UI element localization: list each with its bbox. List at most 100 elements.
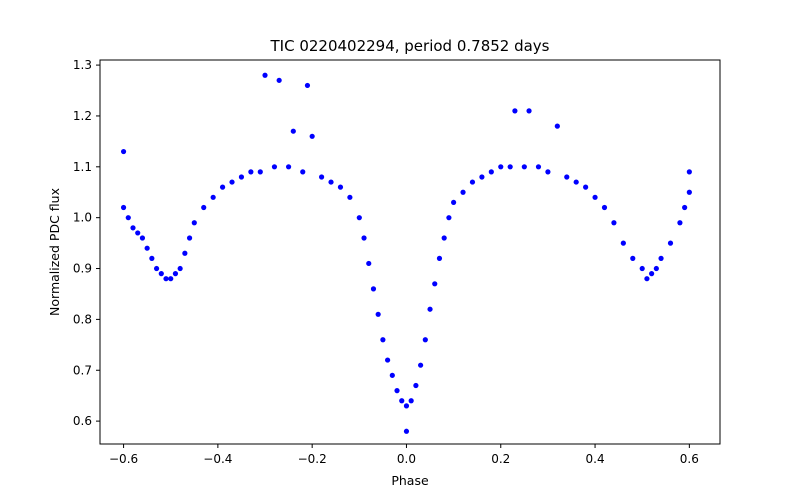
data-point bbox=[120, 204, 127, 211]
data-point bbox=[479, 174, 485, 180]
plot-frame bbox=[99, 59, 721, 445]
data-point bbox=[667, 240, 674, 246]
data-point bbox=[630, 255, 636, 261]
data-point bbox=[177, 265, 183, 272]
data-point bbox=[592, 194, 598, 200]
data-point bbox=[276, 77, 282, 83]
data-point bbox=[219, 184, 226, 190]
data-point bbox=[686, 169, 692, 175]
data-point bbox=[257, 169, 263, 175]
data-point bbox=[229, 179, 235, 185]
data-point bbox=[677, 220, 683, 226]
data-point bbox=[366, 260, 372, 267]
data-point bbox=[432, 281, 438, 287]
data-point bbox=[337, 184, 344, 190]
data-point bbox=[418, 362, 424, 368]
chart-title: TIC 0220402294, period 0.7852 days bbox=[269, 37, 549, 55]
y-tick-label: 1.0 bbox=[73, 211, 92, 225]
data-point bbox=[611, 220, 617, 226]
data-point bbox=[403, 403, 410, 409]
data-point bbox=[186, 235, 193, 241]
data-point bbox=[304, 82, 311, 89]
data-point bbox=[512, 108, 518, 114]
data-point bbox=[158, 271, 164, 277]
data-point bbox=[545, 169, 551, 175]
data-point bbox=[649, 271, 655, 277]
data-point bbox=[210, 194, 216, 200]
data-point bbox=[309, 133, 315, 139]
data-point bbox=[460, 189, 466, 195]
data-point bbox=[347, 194, 353, 200]
data-point bbox=[120, 148, 127, 155]
data-point bbox=[403, 428, 410, 434]
y-tick-label: 1.1 bbox=[73, 160, 92, 174]
data-point bbox=[507, 164, 513, 170]
data-point bbox=[488, 169, 494, 175]
data-point bbox=[248, 169, 254, 175]
data-point bbox=[130, 225, 136, 231]
data-point bbox=[153, 265, 160, 272]
data-point bbox=[399, 398, 405, 404]
data-point bbox=[262, 72, 268, 78]
data-point bbox=[451, 199, 457, 206]
data-point bbox=[191, 220, 197, 226]
data-point bbox=[389, 372, 395, 378]
data-point bbox=[422, 337, 428, 343]
data-point bbox=[644, 276, 650, 282]
data-point bbox=[271, 164, 278, 170]
y-tick-label: 1.2 bbox=[73, 109, 92, 123]
data-point bbox=[144, 245, 150, 251]
data-point bbox=[380, 337, 386, 343]
data-point bbox=[238, 174, 245, 180]
x-tick-label: 0.6 bbox=[680, 452, 699, 466]
data-point bbox=[125, 215, 131, 221]
data-point bbox=[521, 164, 527, 170]
data-point bbox=[139, 235, 146, 241]
data-point bbox=[361, 235, 367, 241]
x-axis-label: Phase bbox=[391, 473, 429, 488]
data-point bbox=[290, 128, 296, 134]
data-point bbox=[535, 164, 542, 170]
y-tick-label: 0.8 bbox=[73, 312, 92, 326]
data-point bbox=[564, 174, 570, 180]
x-tick-label: 0.2 bbox=[491, 452, 510, 466]
data-point bbox=[682, 204, 688, 211]
data-point bbox=[498, 164, 504, 170]
data-point bbox=[182, 250, 188, 256]
data-point bbox=[149, 255, 155, 261]
y-tick-label: 0.9 bbox=[73, 262, 92, 276]
data-point bbox=[526, 108, 532, 114]
data-points bbox=[120, 72, 692, 434]
data-point bbox=[686, 189, 692, 195]
data-point bbox=[163, 276, 169, 282]
data-point bbox=[300, 169, 306, 175]
data-point bbox=[583, 184, 589, 190]
data-point bbox=[370, 286, 377, 292]
data-point bbox=[658, 255, 664, 261]
x-tick-label: −0.4 bbox=[203, 452, 232, 466]
data-point bbox=[408, 398, 414, 404]
x-axis-ticks: −0.6 −0.4 −0.2 0.0 0.2 0.4 0.6 bbox=[109, 444, 699, 466]
data-point bbox=[436, 255, 443, 261]
y-tick-label: 0.6 bbox=[73, 414, 92, 428]
data-point bbox=[620, 240, 626, 246]
data-point bbox=[554, 123, 560, 129]
data-point bbox=[201, 204, 207, 211]
y-axis-ticks: 0.6 0.7 0.8 0.9 1.0 1.1 1.2 1.3 bbox=[73, 58, 100, 428]
data-point bbox=[394, 388, 400, 394]
y-tick-label: 0.7 bbox=[73, 363, 92, 377]
data-point bbox=[135, 230, 141, 236]
x-tick-label: 0.4 bbox=[586, 452, 605, 466]
data-point bbox=[356, 215, 362, 221]
data-point bbox=[427, 306, 433, 312]
data-point bbox=[285, 164, 292, 170]
data-point bbox=[601, 204, 608, 211]
data-point bbox=[385, 357, 391, 363]
data-point bbox=[328, 179, 334, 185]
x-tick-label: −0.6 bbox=[109, 452, 138, 466]
y-axis-label: Normalized PDC flux bbox=[47, 188, 62, 316]
data-point bbox=[168, 276, 174, 282]
data-point bbox=[469, 179, 476, 185]
data-point bbox=[375, 311, 381, 317]
